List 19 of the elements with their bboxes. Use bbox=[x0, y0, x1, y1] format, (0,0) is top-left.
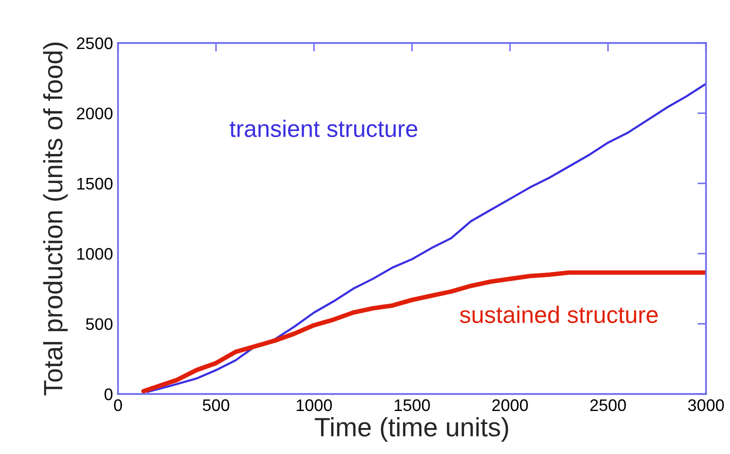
y-tick-label: 1500 bbox=[77, 178, 112, 190]
x-tick-label: 1000 bbox=[296, 399, 332, 412]
line-series bbox=[146, 82, 706, 393]
x-tick-label: 0 bbox=[114, 399, 122, 412]
x-tick-label: 3000 bbox=[688, 399, 724, 412]
series-label: sustained structure bbox=[460, 306, 658, 324]
x-tick-label: 1500 bbox=[394, 399, 430, 412]
y-tick-label: 500 bbox=[86, 318, 112, 330]
text: transient structure bbox=[230, 120, 418, 138]
x-tick-label: 2000 bbox=[492, 399, 528, 412]
x-axis-title: Time (time units) bbox=[314, 417, 508, 442]
line-series bbox=[141, 270, 706, 394]
y-tick-label: 2500 bbox=[76, 37, 112, 50]
y-tick-label: 0 bbox=[104, 388, 112, 400]
x-tick-label: 500 bbox=[202, 399, 230, 412]
y-axis-title: Total production (units of food) bbox=[43, 42, 68, 396]
y-tick-label: 1000 bbox=[77, 248, 112, 260]
y-tick-label: 2000 bbox=[76, 108, 112, 120]
x-tick-label: 2500 bbox=[590, 399, 626, 412]
